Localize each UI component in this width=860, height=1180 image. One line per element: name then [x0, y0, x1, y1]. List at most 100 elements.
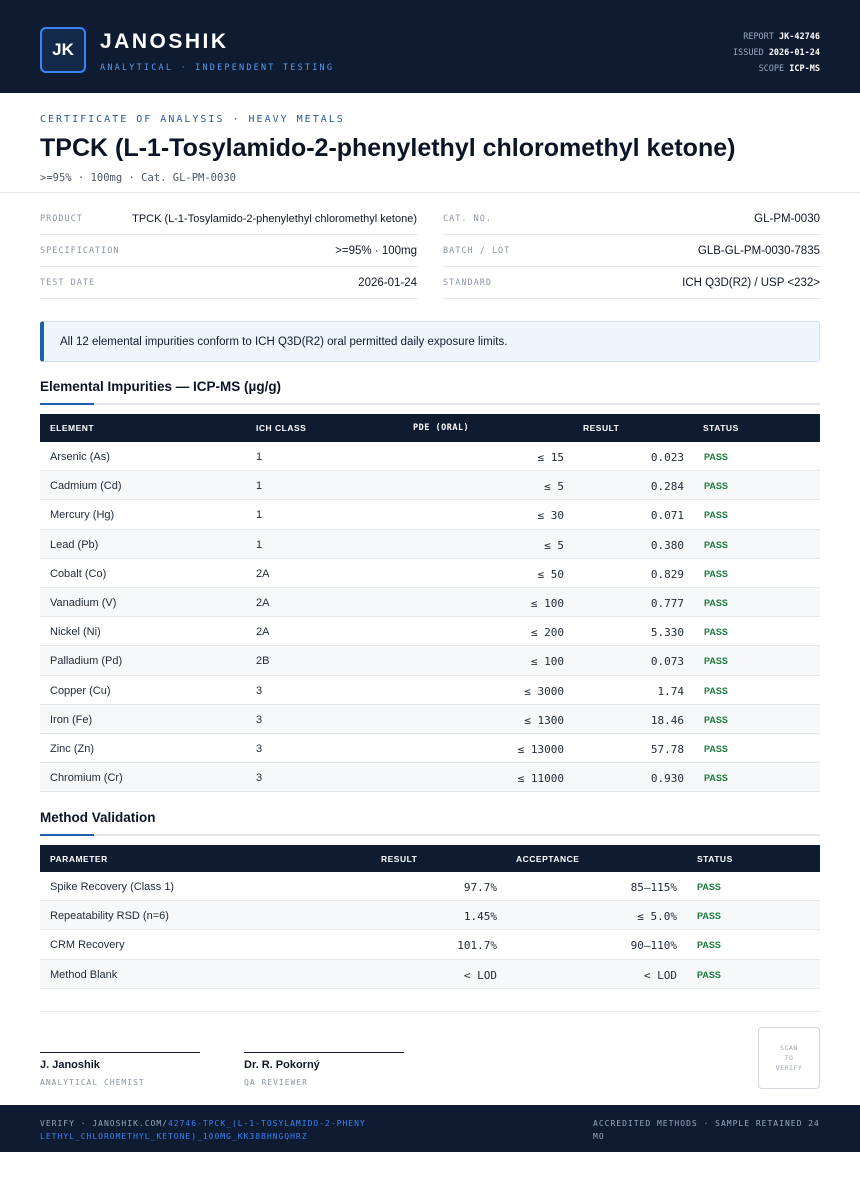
- table-row: Method Blank < LOD < LOD PASS: [40, 959, 820, 989]
- element-cell: Arsenic (As): [50, 451, 110, 463]
- report-header: JK JANOSHIK ANALYTICAL · INDEPENDENT TES…: [0, 0, 860, 93]
- table-row: Vanadium (V) 2A ≤ 100 0.777 PASS: [40, 587, 820, 618]
- status-badge: PASS: [704, 481, 728, 492]
- element-cell: Lead (Pb): [50, 538, 99, 551]
- element-cell: Iron (Fe): [50, 713, 93, 726]
- result-cell: 0.777: [650, 596, 684, 610]
- impurities-table-header: ELEMENT ICH CLASS PDE (ORAL) RESULT STAT…: [40, 414, 820, 442]
- result-cell: 0.284: [650, 480, 684, 494]
- issued-line: ISSUED 2026-01-24: [732, 48, 820, 58]
- report-id-line: REPORT JK-42746: [743, 32, 820, 42]
- status-badge: PASS: [704, 597, 728, 608]
- val-result-cell: 101.7%: [457, 939, 497, 953]
- pde-cell: ≤ 5: [544, 538, 564, 552]
- table-row: CRM Recovery 101.7% 90–110% PASS: [40, 930, 820, 960]
- issued-date: 2026-01-24: [768, 48, 820, 58]
- impurities-table-body: Arsenic (As) 1 ≤ 15 0.023 PASS Cadmium (Cd) 1 ≤…: [40, 442, 820, 793]
- pde-cell: ≤ 30: [537, 509, 565, 523]
- verify-link[interactable]: 42746-TPCK_(L-1-TOSYLAMIDO-2-PHENYLETHYL…: [40, 1119, 366, 1141]
- table-row: Spike Recovery (Class 1) 97.7% 85–115% PASS: [40, 872, 820, 902]
- pde-cell: ≤ 3000: [524, 684, 564, 698]
- result-cell: 57.78: [650, 742, 684, 756]
- class-cell: 1: [256, 451, 263, 463]
- status-badge: PASS: [697, 969, 721, 980]
- class-cell: 1: [256, 509, 263, 522]
- pde-cell: ≤ 100: [530, 655, 564, 669]
- pde-cell: ≤ 13000: [517, 742, 564, 756]
- element-cell: Vanadium (V): [50, 596, 117, 609]
- val-result-cell: < LOD: [463, 968, 497, 982]
- table-row: Repeatability RSD (n=6) 1.45% ≤ 5.0% PASS: [40, 901, 820, 931]
- class-cell: 2B: [256, 655, 270, 668]
- result-cell: 5.330: [650, 626, 684, 640]
- element-cell: Palladium (Pd): [50, 655, 123, 668]
- col-acceptance: ACCEPTANCE: [516, 854, 580, 864]
- element-cell: Mercury (Hg): [50, 509, 115, 522]
- signature-name-1: J. Janoshik: [40, 1059, 100, 1071]
- class-cell: 3: [256, 772, 263, 785]
- info-specification: SPECIFICATION >=95% · 100mg: [40, 235, 417, 267]
- element-cell: Chromium (Cr): [50, 772, 123, 785]
- info-standard: STANDARD ICH Q3D(R2) / USP <232>: [443, 267, 820, 299]
- info-batch: BATCH / LOT GLB-GL-PM-0030-7835: [443, 235, 820, 267]
- table-row: Cadmium (Cd) 1 ≤ 5 0.284 PASS: [40, 471, 820, 501]
- acceptance-cell: 90–110%: [630, 939, 677, 953]
- table-row: Iron (Fe) 3 ≤ 1300 18.46 PASS: [40, 704, 820, 734]
- col-status: STATUS: [703, 423, 739, 433]
- status-badge: PASS: [697, 882, 721, 892]
- status-badge: PASS: [704, 714, 728, 725]
- status-badge: PASS: [697, 940, 721, 951]
- report-meta: REPORT JK-42746 ISSUED 2026-01-24 SCOPE …: [733, 29, 820, 77]
- title-divider: [0, 192, 860, 193]
- class-cell: 2A: [256, 567, 270, 580]
- validation-table: PARAMETER RESULT ACCEPTANCE STATUS Spike…: [40, 845, 820, 989]
- element-cell: Nickel (Ni): [50, 626, 101, 639]
- result-cell: 0.073: [650, 655, 684, 669]
- impurities-section-title: Elemental Impurities — ICP-MS (µg/g): [40, 379, 282, 394]
- result-cell: 0.829: [650, 567, 684, 581]
- impurities-section-rule: [40, 403, 820, 405]
- validation-section-rule: [40, 834, 820, 836]
- table-row: Copper (Cu) 3 ≤ 3000 1.74 PASS: [40, 676, 820, 705]
- parameter-cell: Spike Recovery (Class 1): [50, 881, 175, 893]
- parameter-cell: Method Blank: [50, 968, 118, 981]
- impurities-table: ELEMENT ICH CLASS PDE (ORAL) RESULT STAT…: [40, 414, 820, 793]
- status-badge: PASS: [704, 510, 728, 521]
- col-ich-class: ICH CLASS: [256, 423, 307, 433]
- logo-initials: JK: [52, 40, 74, 59]
- col-val-result: RESULT: [381, 854, 418, 864]
- table-row: Nickel (Ni) 2A ≤ 200 5.330 PASS: [40, 617, 820, 647]
- status-badge: PASS: [704, 539, 728, 550]
- result-cell: 0.023: [650, 451, 684, 464]
- status-badge: PASS: [704, 627, 728, 638]
- brand-logo: JK: [40, 27, 86, 73]
- class-cell: 2A: [256, 626, 270, 639]
- acceptance-cell: < LOD: [643, 968, 677, 982]
- class-cell: 1: [256, 480, 263, 493]
- val-result-cell: 1.45%: [463, 910, 497, 924]
- scope-line: SCOPE ICP-MS: [758, 64, 820, 74]
- table-row: Cobalt (Co) 2A ≤ 50 0.829 PASS: [40, 559, 820, 588]
- class-cell: 2A: [256, 596, 270, 609]
- col-val-status: STATUS: [697, 854, 733, 864]
- validation-table-header: PARAMETER RESULT ACCEPTANCE STATUS: [40, 845, 820, 872]
- signature-line-2: [244, 1052, 404, 1053]
- col-element: ELEMENT: [50, 423, 95, 433]
- certificate-kicker: CERTIFICATE OF ANALYSIS · HEAVY METALS: [40, 114, 345, 125]
- page-title: TPCK (L-1-Tosylamido-2-phenylethyl chlor…: [40, 134, 736, 162]
- validation-section-title: Method Validation: [40, 810, 156, 825]
- report-footer: VERIFY · JANOSHIK.COM/42746-TPCK_(L-1-TO…: [0, 1105, 860, 1152]
- class-cell: 1: [256, 538, 263, 551]
- product-value: TPCK (L-1-Tosylamido-2-phenylethyl chlor…: [132, 212, 417, 225]
- table-row: Palladium (Pd) 2B ≤ 100 0.073 PASS: [40, 646, 820, 676]
- status-badge: PASS: [704, 568, 728, 579]
- signature-role-2: QA REVIEWER: [244, 1078, 308, 1087]
- val-result-cell: 97.7%: [463, 881, 497, 894]
- acceptance-cell: 85–115%: [630, 881, 677, 894]
- parameter-cell: CRM Recovery: [50, 939, 125, 952]
- col-pde: PDE (ORAL): [413, 423, 470, 433]
- conformity-notice: All 12 elemental impurities conform to I…: [40, 321, 820, 362]
- verify-qr-placeholder[interactable]: SCAN TO VERIFY: [758, 1027, 820, 1089]
- table-row: Arsenic (As) 1 ≤ 15 0.023 PASS: [40, 442, 820, 472]
- class-cell: 3: [256, 742, 263, 755]
